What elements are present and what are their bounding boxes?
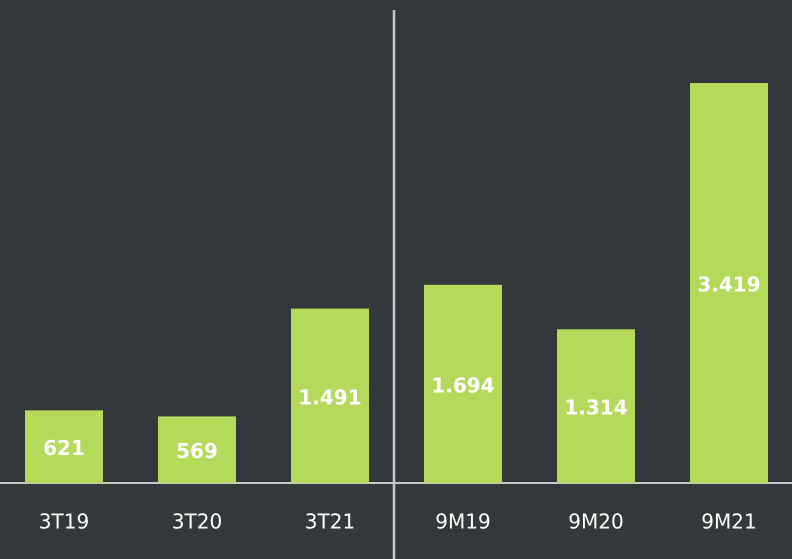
value-label: 569 — [176, 439, 218, 463]
bar — [158, 416, 236, 483]
bar — [557, 329, 635, 483]
x-tick-label: 9M20 — [568, 510, 623, 534]
value-label: 3.419 — [697, 273, 760, 297]
bar — [291, 308, 369, 483]
value-label: 1.491 — [298, 385, 361, 409]
x-tick-label: 9M21 — [701, 510, 756, 534]
x-tick-label: 3T20 — [172, 510, 222, 534]
x-tick-label: 9M19 — [435, 510, 490, 534]
value-label: 621 — [43, 436, 85, 460]
x-tick-label: 3T19 — [39, 510, 89, 534]
bar — [690, 83, 768, 483]
x-tick-label: 3T21 — [305, 510, 355, 534]
value-label: 1.314 — [564, 396, 627, 420]
value-label: 1.694 — [431, 373, 494, 397]
bar — [424, 284, 502, 483]
bar — [25, 410, 103, 483]
